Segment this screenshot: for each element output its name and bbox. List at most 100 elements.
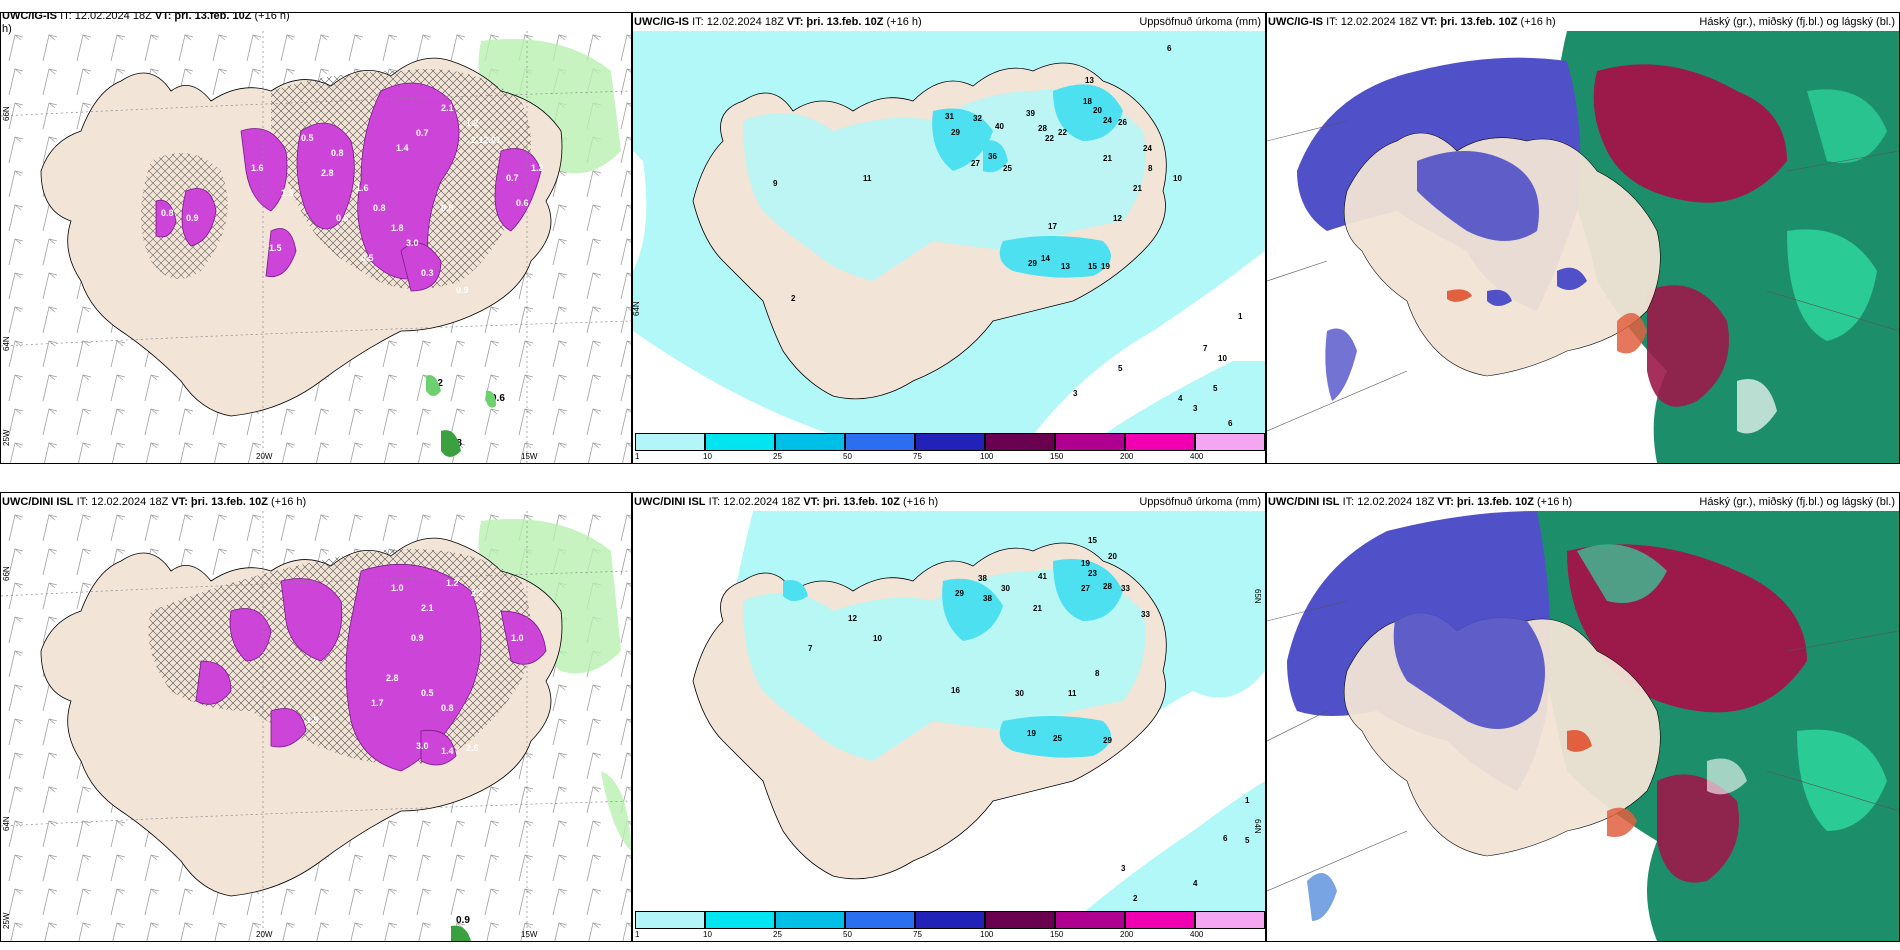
value-label: 39 (1026, 109, 1035, 118)
colorbar-label: 1 (635, 930, 640, 939)
value-label: 10 (1173, 174, 1182, 183)
value-label: 30 (1015, 689, 1024, 698)
value-label: 0.7 (416, 128, 429, 138)
value-label: 21 (1133, 184, 1142, 193)
value-label: 2.8 (386, 673, 399, 683)
colorbar-label: 100 (980, 452, 994, 461)
value-label: 18 (1083, 97, 1092, 106)
precip-colorbar: 1 10 25 50 75 100 150 200 400 (635, 433, 1265, 461)
value-label: 29 (955, 589, 964, 598)
panel-subtitle: Uppsöfnuð úrkoma (mm) (1139, 496, 1261, 508)
value-label: 2.1 (441, 103, 454, 113)
lat-label: 64N (633, 301, 641, 316)
value-label: 0.9 (411, 633, 424, 643)
snow-intensity (195, 563, 547, 772)
value-label: 33 (1141, 610, 1150, 619)
value-label: 1.2 (466, 118, 479, 128)
colorbar-label: 50 (843, 930, 852, 939)
value-label: 41 (1038, 572, 1047, 581)
value-label: 29 (1028, 259, 1037, 268)
value-label: 0.9 (186, 213, 199, 223)
value-label: 7 (808, 644, 813, 653)
colorbar-segment (845, 433, 915, 451)
panel-title: UWC/DINI ISL IT: 12.02.2024 18Z VT: þri.… (1268, 496, 1573, 508)
value-label: 19 (1081, 559, 1090, 568)
colorbar-segment (705, 433, 775, 451)
value-label: 8 (1148, 164, 1153, 173)
value-label: 12 (848, 614, 857, 623)
value-label: 29 (1103, 736, 1112, 745)
value-label: 6 (1223, 834, 1228, 843)
value-label: 1.0 (391, 583, 404, 593)
colorbar-segment (985, 433, 1055, 451)
panel-top-left: UWC/IG-IS IT: 12.02.2024 18Z VT: þri. 13… (0, 12, 632, 464)
value-label: 1.7 (371, 698, 384, 708)
colorbar-label: 75 (913, 452, 922, 461)
colorbar-label: 150 (1050, 930, 1064, 939)
value-label: 25 (1053, 734, 1062, 743)
value-label: 10 (1218, 354, 1227, 363)
colorbar-label: 1 (635, 452, 640, 461)
colorbar-segment (705, 911, 775, 929)
value-label: 40 (995, 122, 1004, 131)
panel-title: UWC/DINI ISL IT: 12.02.2024 18Z VT: þri.… (634, 496, 939, 508)
value-label: 2.12.01 (471, 135, 501, 145)
value-label: 3.0 (416, 741, 429, 751)
colorbar-label: 75 (913, 930, 922, 939)
value-label: 15 (1088, 536, 1097, 545)
lat-label: 66N (2, 106, 11, 121)
colorbar-segment (1195, 433, 1265, 451)
value-label: 3.0 (406, 238, 419, 248)
value-label: 2.2 (471, 588, 484, 598)
value-label: 24 (1143, 144, 1152, 153)
colorbar-segment (1055, 911, 1125, 929)
panel-title: UWC/IG-IS IT: 12.02.2024 18Z VT: þri. 13… (2, 12, 290, 22)
value-label: 1.3 (281, 188, 294, 198)
lat-label: 64N (2, 336, 11, 351)
colorbar-label: 150 (1050, 452, 1064, 461)
value-label: 2.1 (421, 603, 434, 613)
value-label: 28 (1038, 124, 1047, 133)
value-label: 22 (1058, 128, 1067, 137)
value-label: 10 (873, 634, 882, 643)
value-label: 21 (1033, 604, 1042, 613)
value-label: 4 (1178, 394, 1183, 403)
lat-label: 25W (2, 912, 11, 929)
value-label: 1.2 (446, 578, 459, 588)
value-label: 9 (773, 179, 778, 188)
colorbar-segment (915, 911, 985, 929)
colorbar-label: 100 (980, 930, 994, 939)
colorbar-segment (775, 911, 845, 929)
value-label: 1 (1245, 796, 1250, 805)
colorbar-label: 10 (703, 930, 712, 939)
value-label: 20 (1093, 106, 1102, 115)
value-label: 0.6 (516, 198, 529, 208)
value-label: 24 (1103, 116, 1112, 125)
value-label: 11 (863, 174, 872, 183)
colorbar-label: 50 (843, 452, 852, 461)
value-label: 1.4 (441, 746, 454, 756)
value-label: 0.7 (506, 173, 519, 183)
value-label: 1.6 (356, 183, 369, 193)
value-label: 1.8 (391, 223, 404, 233)
lat-label: 66N (2, 566, 11, 581)
value-label: 17 (1048, 222, 1057, 231)
value-label: 2.6 (466, 743, 479, 753)
value-label: 38 (978, 574, 987, 583)
panel-title: UWC/IG-IS IT: 12.02.2024 18Z VT: þri. 13… (1268, 16, 1556, 28)
value-label: 6 (1167, 44, 1172, 53)
value-label: 1 (1238, 312, 1243, 321)
value-label: 28 (1103, 582, 1112, 591)
value-label: 31 (945, 112, 954, 121)
colorbar-segment (845, 911, 915, 929)
value-label: 7 (1203, 344, 1208, 353)
colorbar-segment (1125, 911, 1195, 929)
panel-bottom-left: UWC/DINI ISL IT: 12.02.2024 18Z VT: þri.… (0, 492, 632, 942)
value-label: 21 (1103, 154, 1112, 163)
value-label: 3 (1121, 864, 1126, 873)
value-label: 5 (1245, 836, 1250, 845)
precip-map: 6 13 18 20 22 26 31 32 40 39 28 22 24 29… (633, 31, 1265, 435)
value-label: 1.4 (396, 143, 409, 153)
snow-intensity (155, 82, 542, 292)
value-label: 0.3 (421, 268, 434, 278)
